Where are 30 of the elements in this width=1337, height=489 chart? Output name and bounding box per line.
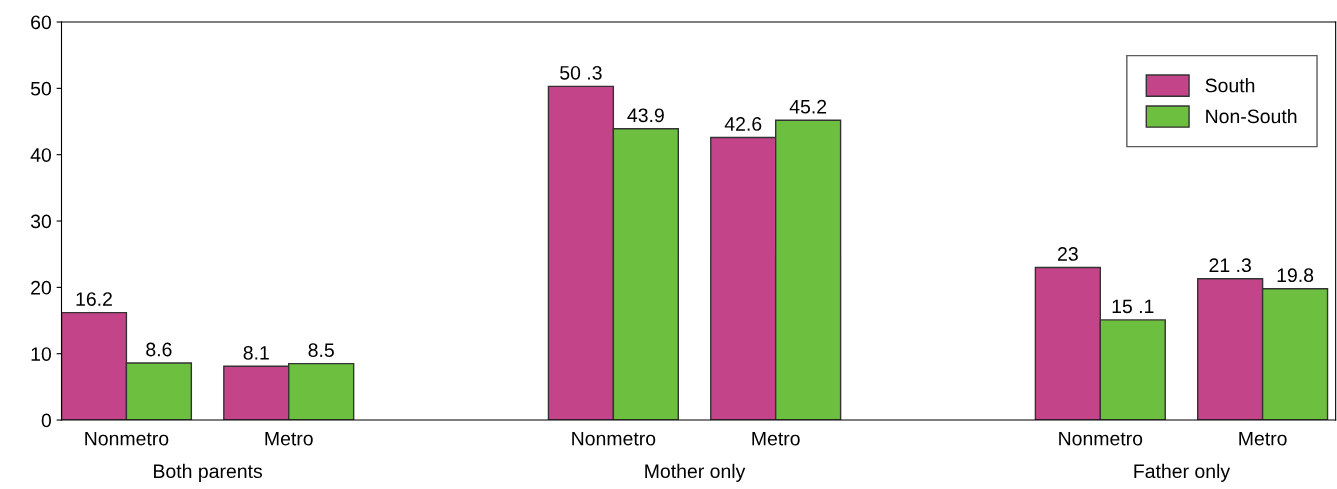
data-label: 42.6 <box>724 117 762 131</box>
x-tick-label: Metro <box>1239 431 1287 446</box>
y-tick-label: 30 <box>30 214 52 229</box>
y-tick-label: 0 <box>41 413 52 428</box>
text: Father only <box>1134 463 1231 482</box>
data-label: 45.2 <box>789 99 827 114</box>
text: Both parents <box>154 463 263 482</box>
data-label: 43.9 <box>627 108 664 123</box>
y-tick-label: 10 <box>31 347 52 361</box>
data-label: 8.6 <box>146 342 172 357</box>
x-tick-label: Metro <box>265 431 313 446</box>
data-label: 19.8 <box>1277 268 1314 283</box>
text: Mother only <box>645 463 746 482</box>
legend-label: Non-South <box>1206 108 1297 124</box>
y-tick-label: 20 <box>31 280 52 295</box>
data-label: 21 .3 <box>1209 258 1251 273</box>
data-label: 8.1 <box>243 345 269 360</box>
data-label: 8.5 <box>308 343 334 358</box>
y-tick-label: 50 <box>30 81 52 96</box>
x-tick-label: Nonmetro <box>85 431 169 446</box>
x-tick-label: Nonmetro <box>572 431 656 446</box>
data-label: 16.2 <box>76 292 112 306</box>
legend-label: South <box>1205 78 1255 93</box>
x-tick-label: Nonmetro <box>1059 431 1143 446</box>
x-tick-label: Metro <box>752 431 800 446</box>
y-tick-label: 60 <box>31 15 52 30</box>
data-label: 15 .1 <box>1112 299 1154 314</box>
data-label: 23 <box>1058 247 1078 261</box>
y-tick-label: 40 <box>30 148 52 162</box>
data-label: 50 .3 <box>560 65 602 80</box>
